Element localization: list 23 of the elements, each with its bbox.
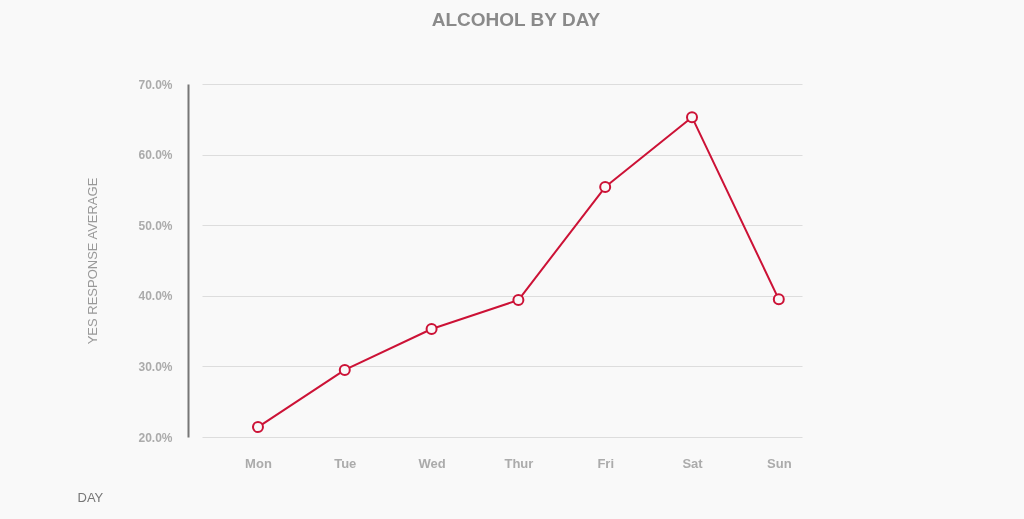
y-tick-label: 60.0% (138, 148, 173, 163)
point (686, 111, 698, 124)
x-axis-title: DAY (77, 489, 104, 505)
point (512, 294, 525, 307)
x-tick-label: Wed (418, 455, 446, 471)
x-tick-label: Thur (504, 455, 534, 471)
y-tick-label: 50.0% (138, 218, 173, 233)
y-tick-label: 30.0% (138, 359, 173, 374)
y-axis-title: YES RESPONSE AVERAGE (85, 177, 101, 345)
point (338, 363, 351, 376)
chart-title: ALCOHOL BY DAY (431, 9, 601, 30)
point (772, 293, 785, 306)
point (251, 421, 264, 434)
x-tick-label: Sat (682, 455, 704, 471)
x-tick-label: Mon (245, 455, 272, 471)
point (599, 181, 612, 194)
x-tick-label: Fri (597, 455, 615, 471)
x-tick-label: Sun (767, 455, 792, 471)
y-tick-label: 20.0% (138, 430, 173, 445)
x-tick-label: Tue (334, 455, 357, 471)
point (425, 322, 438, 335)
y-tick-label: 40.0% (138, 289, 173, 304)
y-tick-label: 70.0% (138, 77, 173, 92)
